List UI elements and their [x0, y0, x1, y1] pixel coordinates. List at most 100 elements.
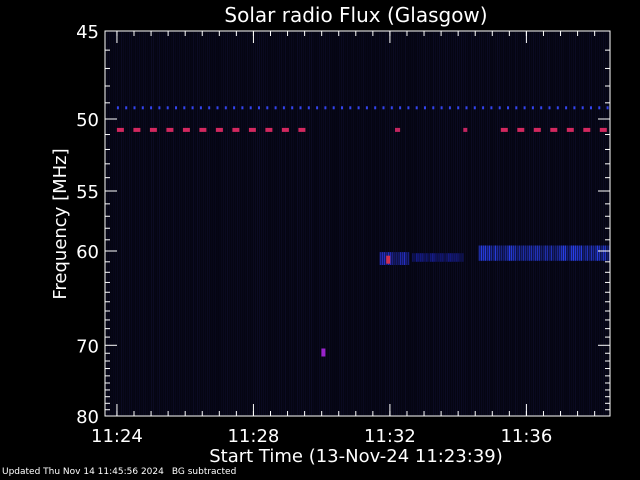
- burst-column: [391, 252, 394, 265]
- noise-column: [407, 32, 408, 415]
- noise-column: [191, 32, 192, 415]
- noise-column: [401, 32, 402, 415]
- noise-column: [385, 32, 386, 415]
- noise-column: [303, 32, 304, 415]
- noise-column: [423, 32, 424, 415]
- dashed-band-segment: [116, 127, 124, 132]
- noise-column: [187, 32, 188, 415]
- dotted-band-segment: [448, 106, 451, 110]
- dotted-band-segment: [515, 106, 518, 110]
- noise-column: [145, 32, 146, 415]
- noise-column: [591, 32, 592, 415]
- noise-column: [153, 32, 154, 415]
- dotted-band-segment: [523, 106, 526, 110]
- dotted-band-segment: [141, 106, 144, 110]
- noise-column: [563, 32, 564, 415]
- noise-column: [157, 32, 158, 415]
- dotted-band-segment: [258, 106, 260, 110]
- burst-column: [395, 252, 398, 265]
- noise-column: [551, 32, 552, 415]
- noise-column: [601, 32, 602, 415]
- noise-column: [335, 32, 336, 415]
- noise-column: [341, 32, 342, 415]
- burst-column: [414, 253, 416, 262]
- noise-column: [259, 32, 260, 415]
- dotted-band-segment: [507, 106, 509, 110]
- burst-column: [542, 245, 545, 261]
- burst-column: [420, 253, 422, 262]
- noise-column: [481, 32, 482, 415]
- noise-column: [561, 32, 562, 415]
- y-tick-label: 60: [76, 242, 99, 263]
- burst-column: [536, 245, 539, 261]
- noise-column: [121, 32, 122, 415]
- background-noise-columns: [107, 32, 608, 415]
- noise-column: [193, 32, 194, 415]
- burst-column: [606, 245, 609, 261]
- noise-column: [433, 32, 434, 415]
- noise-column: [339, 32, 340, 415]
- chart-title: Solar radio Flux (Glasgow): [224, 3, 487, 27]
- noise-column: [279, 32, 280, 415]
- burst-column: [407, 252, 410, 265]
- burst-column: [478, 245, 481, 261]
- noise-column: [397, 32, 398, 415]
- noise-column: [533, 32, 534, 415]
- burst-column: [399, 252, 402, 265]
- burst-column: [532, 245, 535, 261]
- noise-column: [209, 32, 210, 415]
- noise-column: [155, 32, 156, 415]
- dotted-band-segment: [291, 106, 294, 110]
- burst-column: [600, 245, 603, 261]
- noise-column: [273, 32, 274, 415]
- noise-column: [593, 32, 594, 415]
- dotted-band-segment: [307, 106, 310, 110]
- noise-column: [151, 32, 152, 415]
- burst-column: [416, 253, 418, 262]
- burst-column: [544, 245, 547, 261]
- noise-column: [375, 32, 376, 415]
- dotted-band-segment: [465, 106, 468, 110]
- noise-column: [137, 32, 138, 415]
- noise-column: [317, 32, 318, 415]
- noise-column: [123, 32, 124, 415]
- plot-area: [105, 31, 610, 416]
- noise-column: [211, 32, 212, 415]
- noise-column: [185, 32, 186, 415]
- noise-column: [251, 32, 252, 415]
- noise-column: [479, 32, 480, 415]
- dotted-band-segment: [432, 106, 435, 110]
- noise-column: [413, 32, 414, 415]
- noise-column: [441, 32, 442, 415]
- noise-column: [403, 32, 404, 415]
- x-axis: 11:24 11:28 11:32 11:36: [91, 31, 596, 447]
- burst-column: [405, 252, 408, 265]
- noise-column: [311, 32, 312, 415]
- burst-column: [401, 252, 404, 265]
- dotted-band-segment: [415, 106, 418, 110]
- y-tick-label: 55: [76, 182, 99, 203]
- burst-column: [586, 245, 589, 261]
- noise-column: [585, 32, 586, 415]
- noise-column: [431, 32, 432, 415]
- noise-column: [535, 32, 536, 415]
- burst-column: [522, 245, 525, 261]
- burst-column: [502, 245, 505, 261]
- noise-column: [241, 32, 242, 415]
- noise-column: [295, 32, 296, 415]
- noise-column: [271, 32, 272, 415]
- noise-column: [305, 32, 306, 415]
- noise-column: [195, 32, 196, 415]
- noise-column: [443, 32, 444, 415]
- noise-column: [545, 32, 546, 415]
- burst-column: [514, 245, 517, 261]
- noise-column: [501, 32, 502, 415]
- dotted-band-segment: [316, 106, 319, 110]
- noise-column: [135, 32, 136, 415]
- x-tick-label: 11:36: [500, 426, 552, 447]
- noise-column: [411, 32, 412, 415]
- burst-column: [582, 245, 585, 261]
- burst-column: [462, 253, 464, 262]
- burst-column: [428, 253, 430, 262]
- noise-column: [139, 32, 140, 415]
